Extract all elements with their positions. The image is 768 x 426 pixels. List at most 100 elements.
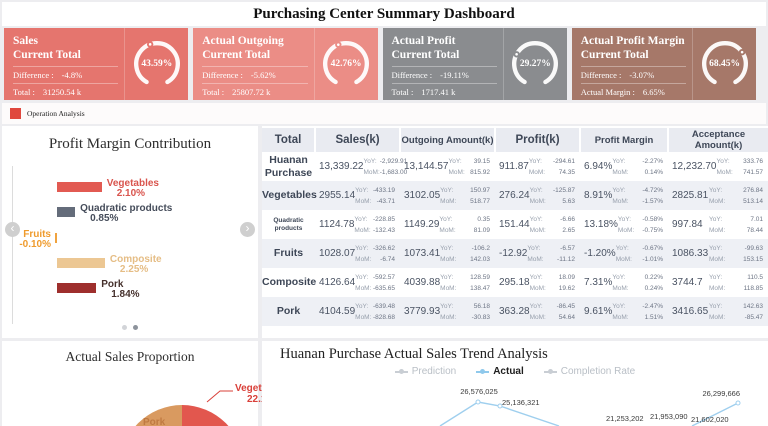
- kpi-gauge: 68.45%: [692, 28, 756, 100]
- pagination-dot[interactable]: [122, 325, 127, 330]
- kpi-stat-line: Total :25807.72 k: [202, 83, 308, 100]
- metric-cell: 3416.65 YoY: 142.63 MoM: -85.47: [672, 302, 763, 321]
- metric-cell: 3744.7 YoY: 110.5 MoM: 118.85: [672, 273, 763, 292]
- sales-proportion-panel: Actual Sales Proportion Vegetables22.15%…: [2, 341, 287, 426]
- table-row: Vegetables 2955.14 YoY: -433.19 MoM: -43.71 31…: [262, 181, 768, 210]
- gauge-arc: [133, 41, 180, 85]
- metric-cell: 997.84 YoY: 7.01 MoM: 78.44: [672, 215, 763, 234]
- bar-label: Quadratic products 0.85%: [80, 203, 173, 224]
- profit-margin-title: Profit Margin Contribution: [48, 136, 212, 152]
- metric-cell: 2825.81 YoY: 276.84 MoM: 513.14: [672, 186, 763, 205]
- metric-cell: 1028.07 YoY: -326.62 MoM: -6.74: [319, 244, 395, 263]
- kpi-title: Actual Profit Margin Current Total: [580, 35, 685, 62]
- table-row: Fruits 1028.07 YoY: -326.62 MoM: -6.74 1073.41…: [262, 239, 768, 268]
- gauge-chart: [701, 41, 748, 85]
- gauge-chart: [512, 41, 559, 85]
- sales-proportion-title: Actual Sales Proportion: [65, 349, 195, 364]
- gauge-marker: [513, 51, 521, 58]
- kpi-stat-line: Difference : -4.8%: [13, 66, 119, 83]
- pie-chart: [120, 405, 244, 426]
- data-label: 21,953,090: [650, 412, 688, 421]
- trend-panel: Huanan Purchase Actual Sales Trend Analy…: [262, 341, 768, 426]
- bar-label: Vegetables 2.10%: [106, 178, 159, 199]
- operation-analysis-tab[interactable]: Operation Analysis: [2, 103, 766, 124]
- gauge-chart: [323, 41, 369, 85]
- tab-label: Operation Analysis: [27, 109, 85, 118]
- kpi-stat-line: Total :1717.41 k: [391, 83, 497, 100]
- kpi-title: Sales Current Total: [13, 35, 81, 62]
- kpi-text-block: Sales Current Total Difference : -4.8% Tota…: [4, 28, 124, 100]
- gauge-chart: [133, 41, 180, 85]
- metric-cell: 3779.93 YoY: 56.18 MoM: -30.83: [404, 302, 490, 321]
- bar-row: Fruits -0.10%: [13, 230, 250, 250]
- metric-cell: 363.28 YoY: -86.45 MoM: 54.64: [499, 302, 575, 321]
- metric-cell: 911.87 YoY: -294.61 MoM: 74.35: [499, 157, 575, 176]
- table-row: Composite 4126.64 YoY: -592.57 MoM: -635.65 40…: [262, 268, 768, 297]
- table-header: Acceptance Amount(k): [667, 128, 768, 152]
- row-label: Composite: [262, 276, 317, 289]
- metric-cell: 7.31% YoY: 0.22% MoM: 0.24%: [584, 273, 663, 292]
- page-header: Purchasing Center Summary Dashboard: [2, 2, 766, 26]
- metric-cell: 4126.64 YoY: -592.57 MoM: -635.65: [319, 273, 395, 292]
- row-label: Fruits: [273, 247, 304, 260]
- bar-label: Fruits -0.10%: [19, 229, 51, 250]
- legend-item-prediction[interactable]: Prediction: [394, 366, 456, 377]
- table-header: Profit(k): [494, 128, 580, 152]
- data-label: 21,253,202: [606, 414, 644, 423]
- trend-line: [691, 402, 739, 426]
- row-label: Vegetables: [262, 189, 317, 202]
- carousel-prev-button[interactable]: ‹: [5, 222, 20, 237]
- legend-item-actual[interactable]: Actual: [476, 366, 524, 377]
- metric-cell: 1149.29 YoY: 0.35 MoM: 81.09: [404, 215, 490, 234]
- pie-label-pork: Pork: [143, 417, 166, 426]
- kpi-title: Actual Profit Current Total: [391, 35, 460, 62]
- metric-cell: 2955.14 YoY: -433.19 MoM: -43.71: [319, 186, 395, 205]
- profit-margin-bar-chart: Vegetables 2.10% Quadratic products 0.85% Fr…: [12, 166, 250, 324]
- data-label: 25,136,321: [502, 398, 540, 407]
- profit-margin-panel: Profit Margin Contribution Vegetables 2.1…: [2, 126, 258, 338]
- metric-cell: 1124.78 YoY: -228.85 MoM: -132.43: [319, 215, 395, 234]
- legend-item-completion-rate[interactable]: Completion Rate: [543, 366, 635, 377]
- gauge-value: 68.45%: [709, 59, 740, 69]
- gauge-marker: [738, 48, 745, 56]
- bar: [54, 233, 57, 243]
- gauge-arc: [323, 41, 369, 85]
- gauge-arc: [512, 41, 559, 85]
- metric-cell: 9.61% YoY: -2.47% MoM: 1.51%: [584, 302, 663, 321]
- metric-cell: 276.24 YoY: -125.87 MoM: 5.63: [499, 186, 575, 205]
- bar: [57, 258, 105, 268]
- carousel-next-button[interactable]: ›: [240, 222, 255, 237]
- trend-line: [439, 401, 560, 426]
- kpi-card: Sales Current Total Difference : -4.8% Tota…: [4, 28, 189, 100]
- kpi-stat-line: Difference : -5.62%: [202, 66, 308, 83]
- data-label: 26,576,025: [460, 387, 498, 396]
- data-label: 21,602,020: [691, 415, 729, 424]
- metric-cell: 295.18 YoY: 18.09 MoM: 19.62: [499, 273, 575, 292]
- metric-cell: -12.92 YoY: -6.57 MoM: -11.12: [499, 244, 575, 263]
- gauge-arc: [701, 41, 748, 85]
- kpi-text-block: Actual Profit Current Total Difference :-…: [383, 28, 503, 100]
- gauge-marker: [335, 41, 342, 48]
- metric-cell: 151.44 YoY: -6.66 MoM: 2.65: [499, 215, 575, 234]
- trend-line-chart: 26,576,025 25,136,321 21,253,202 21,953,090…: [439, 387, 741, 426]
- metric-cell: 3102.05 YoY: 150.97 MoM: 518.77: [404, 186, 490, 205]
- kpi-gauge: 29.27%: [502, 28, 567, 100]
- kpi-stat-line: Difference : -19.11%: [391, 66, 497, 83]
- metric-cell: 8.91% YoY: -4.72% MoM: -1.57%: [584, 186, 663, 205]
- kpi-stat-line: Difference : -3.07%: [580, 66, 686, 83]
- kpi-text-block: Actual Outgoing Current Total Difference …: [193, 28, 313, 100]
- metric-cell: 13.18% YoY: -0.58% MoM: -0.75%: [584, 215, 663, 234]
- data-point: [735, 400, 741, 406]
- metric-cell: 1086.33 YoY: -99.63 MoM: 153.15: [672, 244, 763, 263]
- kpi-text-block: Actual Profit Margin Current Total Differ…: [572, 28, 692, 100]
- pagination-dot[interactable]: [133, 325, 138, 330]
- kpi-gauge: 43.59%: [124, 28, 188, 100]
- table-row: Pork 4104.59 YoY: -639.48 MoM: -828.68 3779.93…: [262, 297, 768, 326]
- bar-row: Quadratic products 0.85%: [13, 204, 250, 224]
- page-title: Purchasing Center Summary Dashboard: [253, 5, 515, 22]
- table-header: Total: [262, 128, 315, 152]
- tab-color-square-icon: [10, 108, 21, 119]
- kpi-card: Actual Outgoing Current Total Difference …: [193, 28, 378, 100]
- data-point: [497, 403, 503, 409]
- trend-title: Huanan Purchase Actual Sales Trend Analy…: [280, 346, 548, 362]
